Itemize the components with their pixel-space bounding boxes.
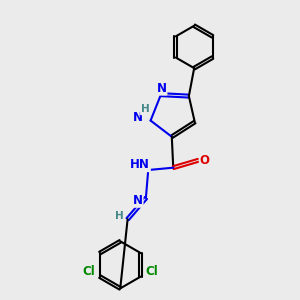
Text: N: N <box>157 82 166 95</box>
Text: H: H <box>141 104 150 114</box>
Text: H: H <box>115 211 124 221</box>
Text: N: N <box>133 110 143 124</box>
Text: Cl: Cl <box>82 265 95 278</box>
Text: N: N <box>133 194 142 207</box>
Text: Cl: Cl <box>146 265 158 278</box>
Text: HN: HN <box>130 158 150 171</box>
Text: O: O <box>200 154 210 167</box>
